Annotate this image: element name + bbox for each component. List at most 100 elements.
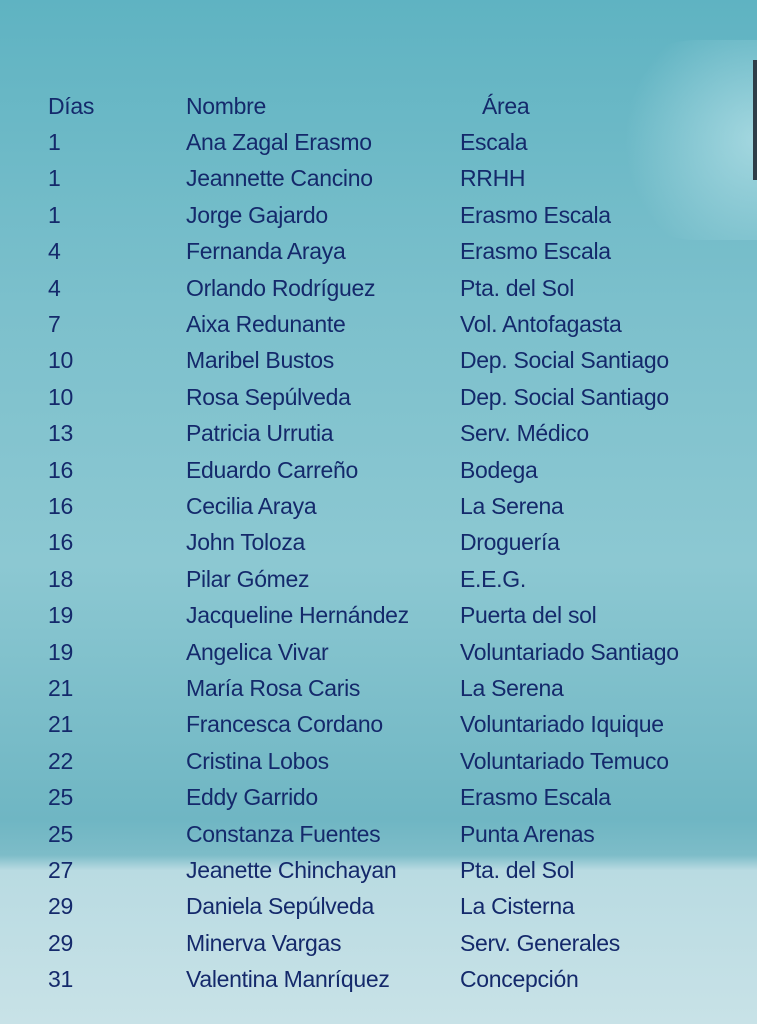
name-cell: Angelica Vivar — [186, 638, 329, 665]
name-cell: Jorge Gajardo — [186, 201, 328, 228]
day-cell: 19 — [48, 602, 73, 629]
table-row: 1 Ana Zagal Erasmo Escala — [48, 124, 748, 160]
area-cell: Erasmo Escala — [460, 201, 611, 228]
area-cell: Voluntariado Temuco — [460, 747, 669, 774]
table-row: 25 Eddy Garrido Erasmo Escala — [48, 779, 748, 815]
table-row: 21 María Rosa Caris La Serena — [48, 670, 748, 706]
table-row: 18 Pilar Gómez E.E.G. — [48, 561, 748, 597]
name-cell: Eduardo Carreño — [186, 456, 358, 483]
name-cell: Rosa Sepúlveda — [186, 383, 351, 410]
table-row: 1 Jorge Gajardo Erasmo Escala — [48, 197, 748, 233]
day-cell: 21 — [48, 674, 73, 701]
name-cell: John Toloza — [186, 529, 306, 556]
header-nombre: Nombre — [186, 92, 267, 119]
table-row: 1 Jeannette Cancino RRHH — [48, 161, 748, 197]
area-cell: Dep. Social Santiago — [460, 383, 669, 410]
birthday-table: Días Nombre Área 1 Ana Zagal Erasmo Escala… — [48, 88, 748, 998]
day-cell: 31 — [48, 966, 73, 993]
area-cell: La Cisterna — [460, 893, 575, 920]
name-cell: Cristina Lobos — [186, 747, 329, 774]
table-row: 25 Constanza Fuentes Punta Arenas — [48, 816, 748, 852]
background-glow — [597, 40, 757, 240]
day-cell: 16 — [48, 529, 73, 556]
area-cell: La Serena — [460, 674, 564, 701]
header-area: Área — [482, 92, 530, 119]
day-cell: 19 — [48, 638, 73, 665]
table-row: 21 Francesca Cordano Voluntariado Iquique — [48, 707, 748, 743]
table-row: 4 Orlando Rodríguez Pta. del Sol — [48, 270, 748, 306]
table-row: 4 Fernanda Araya Erasmo Escala — [48, 234, 748, 270]
name-cell: Pilar Gómez — [186, 565, 310, 592]
name-cell: Fernanda Araya — [186, 238, 346, 265]
table-row: 27 Jeanette Chinchayan Pta. del Sol — [48, 852, 748, 888]
day-cell: 25 — [48, 784, 73, 811]
day-cell: 29 — [48, 929, 73, 956]
area-cell: Pta. del Sol — [460, 274, 575, 301]
day-cell: 25 — [48, 820, 73, 847]
day-cell: 4 — [48, 274, 61, 301]
name-cell: Jacqueline Hernández — [186, 602, 409, 629]
area-cell: Punta Arenas — [460, 820, 595, 847]
area-cell: Concepción — [460, 966, 579, 993]
day-cell: 27 — [48, 856, 73, 883]
header-dias: Días — [48, 92, 95, 119]
day-cell: 29 — [48, 893, 73, 920]
day-cell: 16 — [48, 492, 73, 519]
area-cell: Escala — [460, 129, 528, 156]
area-cell: Erasmo Escala — [460, 238, 611, 265]
day-cell: 10 — [48, 383, 73, 410]
area-cell: Droguería — [460, 529, 560, 556]
day-cell: 18 — [48, 565, 73, 592]
name-cell: Daniela Sepúlveda — [186, 893, 374, 920]
name-cell: Patricia Urrutia — [186, 420, 334, 447]
name-cell: Aixa Redunante — [186, 311, 346, 338]
table-row: 7 Aixa Redunante Vol. Antofagasta — [48, 306, 748, 342]
area-cell: RRHH — [460, 165, 526, 192]
name-cell: Francesca Cordano — [186, 711, 383, 738]
table-row: 13 Patricia Urrutia Serv. Médico — [48, 416, 748, 452]
area-cell: Dep. Social Santiago — [460, 347, 669, 374]
area-cell: Serv. Médico — [460, 420, 589, 447]
table-row: 19 Jacqueline Hernández Puerta del sol — [48, 597, 748, 633]
name-cell: Cecilia Araya — [186, 492, 317, 519]
table-row: 29 Daniela Sepúlveda La Cisterna — [48, 889, 748, 925]
day-cell: 4 — [48, 238, 61, 265]
day-cell: 7 — [48, 311, 61, 338]
area-cell: Vol. Antofagasta — [460, 311, 622, 338]
area-cell: Puerta del sol — [460, 602, 597, 629]
day-cell: 13 — [48, 420, 73, 447]
area-cell: La Serena — [460, 492, 564, 519]
name-cell: Constanza Fuentes — [186, 820, 381, 847]
name-cell: Eddy Garrido — [186, 784, 318, 811]
day-cell: 1 — [48, 129, 61, 156]
frame-edge — [753, 60, 757, 180]
day-cell: 21 — [48, 711, 73, 738]
area-cell: Voluntariado Santiago — [460, 638, 679, 665]
table-row: 29 Minerva Vargas Serv. Generales — [48, 925, 748, 961]
header-row: Días Nombre Área — [48, 88, 748, 124]
day-cell: 22 — [48, 747, 73, 774]
area-cell: Pta. del Sol — [460, 856, 575, 883]
area-cell: E.E.G. — [460, 565, 526, 592]
name-cell: Jeannette Cancino — [186, 165, 373, 192]
name-cell: Maribel Bustos — [186, 347, 334, 374]
area-cell: Serv. Generales — [460, 929, 620, 956]
table-row: 19 Angelica Vivar Voluntariado Santiago — [48, 634, 748, 670]
name-cell: Jeanette Chinchayan — [186, 856, 397, 883]
table-row: 16 Eduardo Carreño Bodega — [48, 452, 748, 488]
table-row: 31 Valentina Manríquez Concepción — [48, 961, 748, 997]
table-row: 16 Cecilia Araya La Serena — [48, 488, 748, 524]
name-cell: María Rosa Caris — [186, 674, 361, 701]
table-row: 16 John Toloza Droguería — [48, 525, 748, 561]
day-cell: 1 — [48, 201, 61, 228]
name-cell: Orlando Rodríguez — [186, 274, 376, 301]
table-row: 22 Cristina Lobos Voluntariado Temuco — [48, 743, 748, 779]
name-cell: Valentina Manríquez — [186, 966, 390, 993]
day-cell: 1 — [48, 165, 61, 192]
area-cell: Bodega — [460, 456, 538, 483]
area-cell: Erasmo Escala — [460, 784, 611, 811]
table-row: 10 Maribel Bustos Dep. Social Santiago — [48, 343, 748, 379]
day-cell: 10 — [48, 347, 73, 374]
name-cell: Minerva Vargas — [186, 929, 342, 956]
table-row: 10 Rosa Sepúlveda Dep. Social Santiago — [48, 379, 748, 415]
